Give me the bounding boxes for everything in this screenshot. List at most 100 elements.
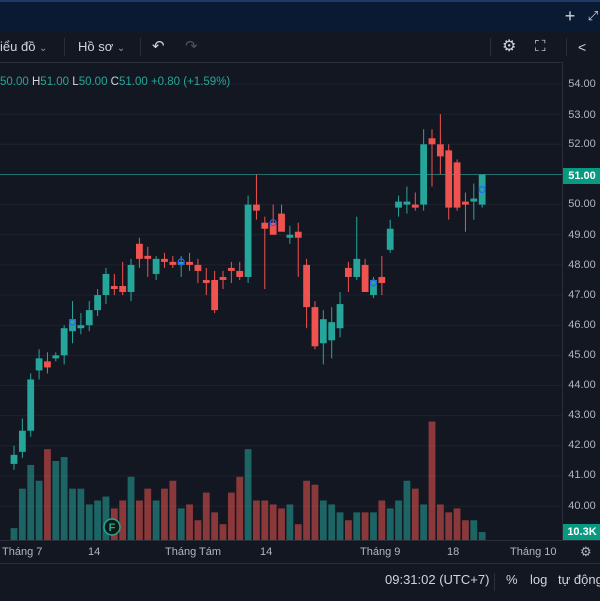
volume-bar (294, 524, 302, 540)
price-tick-label: 45.00 (568, 349, 596, 361)
candle-body (286, 234, 294, 238)
fullscreen-icon[interactable]: ⛶ (535, 38, 546, 55)
candle-body (94, 295, 101, 311)
volume-bar (436, 504, 444, 540)
redo-icon[interactable]: ↷ (185, 38, 198, 55)
candle-body (278, 213, 285, 232)
volume-bar (94, 500, 101, 540)
volume-bar (236, 476, 244, 540)
volume-bar (69, 488, 76, 540)
volume-bar (462, 520, 469, 540)
price-tick-label: 52.00 (568, 138, 596, 150)
settings-icon[interactable]: ⚙ (580, 544, 592, 559)
time-tick-label: 14 (88, 546, 101, 558)
plus-icon[interactable]: + (564, 6, 576, 26)
volume-tag: 10.3K (563, 524, 600, 540)
candle-body (269, 222, 277, 235)
candle-body (44, 361, 51, 368)
chart-menu-button[interactable]: iểu đồ ⌄ (0, 39, 47, 55)
undo-icon[interactable]: ↶ (152, 38, 165, 55)
volume-bar (77, 488, 85, 540)
volume-bar (169, 480, 177, 540)
volume-bar (219, 524, 227, 540)
candle-body (136, 243, 143, 259)
toolbar-divider (566, 38, 567, 56)
candle-body (35, 358, 43, 371)
candle-body (110, 286, 118, 290)
volume-bar (44, 449, 51, 540)
volume-bar (27, 464, 35, 540)
price-tick-label: 48.00 (568, 259, 596, 271)
candle-body (77, 325, 85, 329)
low-key: L (72, 76, 79, 88)
candle-body (478, 174, 486, 205)
volume-bar (319, 500, 327, 540)
price-tick-label: 42.00 (568, 439, 596, 451)
volume-bar (10, 528, 18, 540)
volume-bar (161, 488, 168, 540)
candle-body (328, 322, 336, 341)
event-marker (478, 185, 486, 194)
candle-body (420, 144, 428, 205)
profile-menu-button[interactable]: Hồ sơ ⌄ (78, 39, 125, 55)
volume-bar (136, 500, 143, 540)
status-bar: 09:31:02 (UTC+7) % log tự động (0, 563, 600, 601)
volume-bar (303, 480, 310, 540)
volume-bar (445, 512, 453, 540)
candle-body (161, 258, 168, 262)
volume-bar (102, 496, 110, 540)
price-tick-label: 44.00 (568, 379, 596, 391)
candle-body (52, 355, 60, 359)
event-badge-circle (103, 518, 121, 536)
volume-bar (227, 492, 235, 540)
volume-bar (60, 457, 68, 540)
volume-bar (370, 512, 377, 540)
percent-toggle[interactable]: % (506, 572, 518, 587)
volume-bar (244, 449, 252, 540)
volume-bar (127, 476, 135, 540)
candle-body (386, 228, 394, 250)
price-axis[interactable]: 54.00 53.00 52.00 50.00 49.00 48.00 47.0… (562, 62, 600, 544)
price-tick-label: 49.00 (568, 229, 596, 241)
candle-body (445, 150, 453, 208)
time-tick-label: Tháng 9 (360, 546, 401, 558)
settings-gear-icon[interactable]: ⚙ (502, 38, 517, 55)
candle-body (261, 222, 269, 229)
candle-body (345, 267, 352, 277)
time-tick-label: Tháng Tám (165, 546, 222, 558)
price-tick-label: 43.00 (568, 409, 596, 421)
change-value: +0.80 (+1.59%) (150, 76, 231, 88)
candle-body (244, 204, 252, 277)
candle-body (60, 328, 68, 356)
volume-bar (35, 480, 43, 540)
share-icon[interactable]: < (578, 39, 587, 55)
candle-body (85, 310, 93, 326)
candle-body (319, 319, 327, 344)
volume-bar (345, 520, 352, 540)
candle-body (127, 264, 135, 293)
low-value: 50.00 (78, 76, 108, 88)
clock-timezone[interactable]: 09:31:02 (UTC+7) (385, 572, 490, 587)
candle-body (152, 258, 160, 274)
auto-toggle[interactable]: tự động (558, 572, 600, 587)
volume-bar (378, 500, 386, 540)
candle-body (462, 201, 469, 205)
volume-bar (144, 488, 152, 540)
candle-body (177, 261, 185, 265)
volume-bar (328, 504, 336, 540)
close-key: C (110, 76, 119, 88)
candle-body (169, 261, 177, 265)
candle-body (303, 264, 310, 308)
time-axis[interactable]: Tháng 7 14 Tháng Tám 14 Tháng 9 18 Tháng… (0, 540, 600, 563)
candle-body (27, 379, 35, 431)
profile-menu-label: Hồ sơ (78, 39, 114, 54)
expand-icon[interactable]: ⤢ (587, 8, 599, 23)
price-tick-label: 41.00 (568, 469, 596, 481)
volume-bar (311, 484, 319, 540)
candle-body (403, 201, 411, 205)
volume-bar (202, 492, 210, 540)
time-tick-label: Tháng 7 (2, 546, 43, 558)
log-toggle[interactable]: log (530, 572, 548, 587)
candle-body (236, 270, 244, 277)
